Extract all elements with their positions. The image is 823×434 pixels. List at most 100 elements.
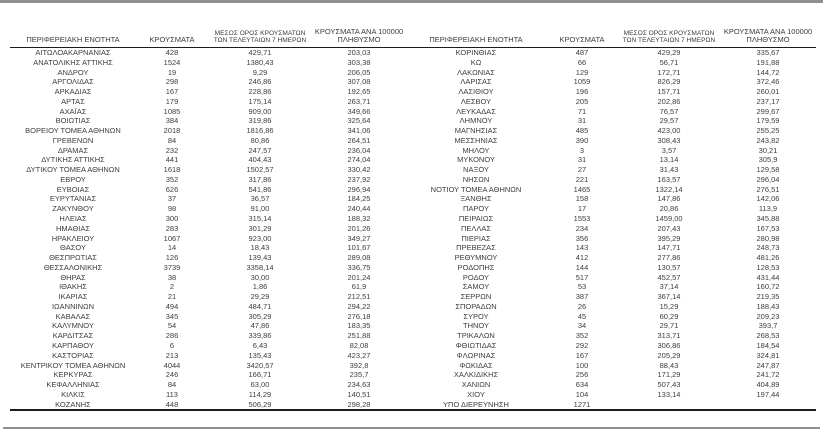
cases-cell: 126 [165, 253, 179, 263]
column-header-cases-right: ΚΡΟΥΣΜΑΤΑ [546, 14, 618, 48]
per100k-cell: 82,08 [349, 340, 369, 350]
per100k-cell: 212,51 [347, 292, 371, 302]
per100k-cell: 140,51 [347, 389, 371, 399]
per100k-cell: 203,03 [347, 48, 371, 57]
region-name-cell: ΘΕΣΠΡΩΤΙΑΣ [49, 253, 97, 263]
avg7-cell: 13,14 [659, 155, 679, 165]
region-name-cell: ΘΑΣΟΥ [60, 243, 86, 253]
region-name-cell: ΦΩΚΙΔΑΣ [459, 360, 493, 370]
cases-cell: 104 [575, 389, 589, 399]
cases-cell: 345 [165, 311, 179, 321]
cases-cell: 1059 [573, 77, 591, 87]
region-name-cell: ΚΕΦΑΛΛΗΝΙΑΣ [46, 380, 100, 390]
avg7-cell: 147,71 [657, 243, 681, 253]
avg7-cell: 1380,43 [246, 57, 274, 67]
cases-cell: 54 [167, 321, 177, 331]
cases-cell: 213 [165, 350, 179, 360]
cases-cell: 71 [577, 106, 587, 116]
region-name-cell: ΧΑΝΙΩΝ [461, 380, 491, 390]
cases-cell: 494 [165, 301, 179, 311]
avg7-cell: 171,29 [657, 370, 681, 380]
avg7-cell: 1502,57 [246, 165, 274, 175]
avg7-cell: 29,29 [250, 292, 270, 302]
per100k-cell: 335,67 [756, 48, 780, 57]
region-name-cell: ΜΕΣΣΗΝΙΑΣ [454, 135, 498, 145]
avg7-cell: 20,86 [659, 204, 679, 214]
per100k-cell: 341,06 [347, 126, 371, 136]
per100k-cell: 393,7 [758, 321, 778, 331]
avg7-cell: 506,29 [248, 399, 272, 409]
region-name-cell: ΗΡΑΚΛΕΙΟΥ [51, 233, 95, 243]
per100k-cell: 336,75 [347, 262, 371, 272]
avg7-cell: 157,71 [657, 87, 681, 97]
avg7-cell: 246,86 [248, 77, 272, 87]
region-name-cell: ΝΑΞΟΥ [463, 165, 489, 175]
per100k-cell: 237,92 [347, 174, 371, 184]
cases-cell: 232 [165, 145, 179, 155]
cases-cell: 158 [575, 194, 589, 204]
per100k-cell: 423,27 [347, 350, 371, 360]
avg7-cell: 1322,14 [655, 184, 683, 194]
region-name-cell: ΡΟΔΟΥ [462, 272, 490, 282]
avg7-cell: 367,14 [657, 292, 681, 302]
region-name-cell: ΑΡΚΑΔΙΑΣ [54, 87, 92, 97]
cases-cell: 487 [575, 48, 589, 57]
region-name-cell: ΒΟΡΕΙΟΥ ΤΟΜΕΑ ΑΘΗΝΩΝ [25, 126, 121, 136]
column-header-region-left: ΠΕΡΙΦΕΡΕΙΑΚΗ ΕΝΟΤΗΤΑ [10, 14, 136, 48]
region-name-cell: ΝΟΤΙΟΥ ΤΟΜΕΑ ΑΘΗΝΩΝ [430, 184, 522, 194]
cases-cell: 626 [165, 184, 179, 194]
avg7-cell: 207,43 [657, 223, 681, 233]
per100k-cell: 129,58 [756, 165, 780, 175]
region-name-cell: ΧΙΟΥ [467, 389, 485, 399]
cases-cell: 234 [575, 223, 589, 233]
cases-cell: 6 [169, 340, 175, 350]
per100k-cell: 264,51 [347, 135, 371, 145]
per100k-cell: 183,35 [347, 321, 371, 331]
column-header-per100k-left: ΚΡΟΥΣΜΑΤΑ ΑΝΑ 100000 ΠΛΗΘΥΣΜΟ [312, 14, 406, 48]
cases-cell: 4044 [163, 360, 181, 370]
region-name-cell: ΠΑΡΟΥ [462, 204, 489, 214]
per100k-cell: 240,44 [347, 204, 371, 214]
region-name-cell: ΚΩ [470, 57, 482, 67]
cases-cell: 448 [165, 399, 179, 409]
region-name-cell: ΗΛΕΙΑΣ [59, 214, 87, 224]
avg7-cell: 826,29 [657, 77, 681, 87]
cases-cell: 387 [575, 292, 589, 302]
per100k-cell: 101,67 [347, 243, 371, 253]
column-header-label-line1: ΚΡΟΥΣΜΑΤΑ ΑΝΑ 100000 [314, 26, 404, 36]
region-name-cell: ΑΡΓΟΛΙΔΑΣ [52, 77, 94, 87]
region-name-cell: ΘΗΡΑΣ [60, 272, 86, 282]
avg7-cell: 175,14 [248, 96, 272, 106]
avg7-cell: 163,57 [657, 174, 681, 184]
cases-cell: 34 [577, 321, 587, 331]
cases-cell: 390 [575, 135, 589, 145]
avg7-cell: 404,43 [248, 155, 272, 165]
per100k-cell: 255,25 [756, 126, 780, 136]
region-name-cell: ΑΝΑΤΟΛΙΚΗΣ ΑΤΤΙΚΗΣ [33, 57, 113, 67]
cases-cell: 246 [165, 370, 179, 380]
column-header-avg7-left: ΜΕΣΟΣ ΟΡΟΣ ΚΡΟΥΣΜΑΤΩΝ ΤΩΝ ΤΕΛΕΥΤΑΙΩΝ 7 Η… [208, 14, 312, 48]
cases-cell: 485 [575, 126, 589, 136]
cases-cell: 1618 [163, 165, 181, 175]
cases-cell: 205 [575, 96, 589, 106]
avg7-cell: 301,29 [248, 223, 272, 233]
per100k-cell: 236,04 [347, 145, 371, 155]
cases-cell: 98 [167, 204, 177, 214]
region-name-cell: ΒΟΙΩΤΙΑΣ [55, 116, 91, 126]
cases-cell: 1067 [163, 233, 181, 243]
per100k-cell: 235,7 [349, 370, 369, 380]
avg7-cell: 541,86 [248, 184, 272, 194]
cases-cell: 356 [575, 233, 589, 243]
avg7-cell: 339,86 [248, 331, 272, 341]
cases-cell: 196 [575, 87, 589, 97]
cases-cell: 38 [167, 272, 177, 282]
region-name-cell: ΠΕΙΡΑΙΩΣ [458, 214, 494, 224]
region-name-cell: ΑΙΤΩΛΟΑΚΑΡΝΑΝΙΑΣ [35, 48, 111, 57]
avg7-cell: 147,86 [657, 194, 681, 204]
region-name-cell: ΡΕΘΥΜΝΟΥ [454, 253, 498, 263]
avg7-cell: 319,86 [248, 116, 272, 126]
cases-cell: 31 [577, 155, 587, 165]
per100k-cell: 184,25 [347, 194, 371, 204]
region-name-cell: ΜΗΛΟΥ [462, 145, 490, 155]
avg7-cell: 423,00 [657, 126, 681, 136]
